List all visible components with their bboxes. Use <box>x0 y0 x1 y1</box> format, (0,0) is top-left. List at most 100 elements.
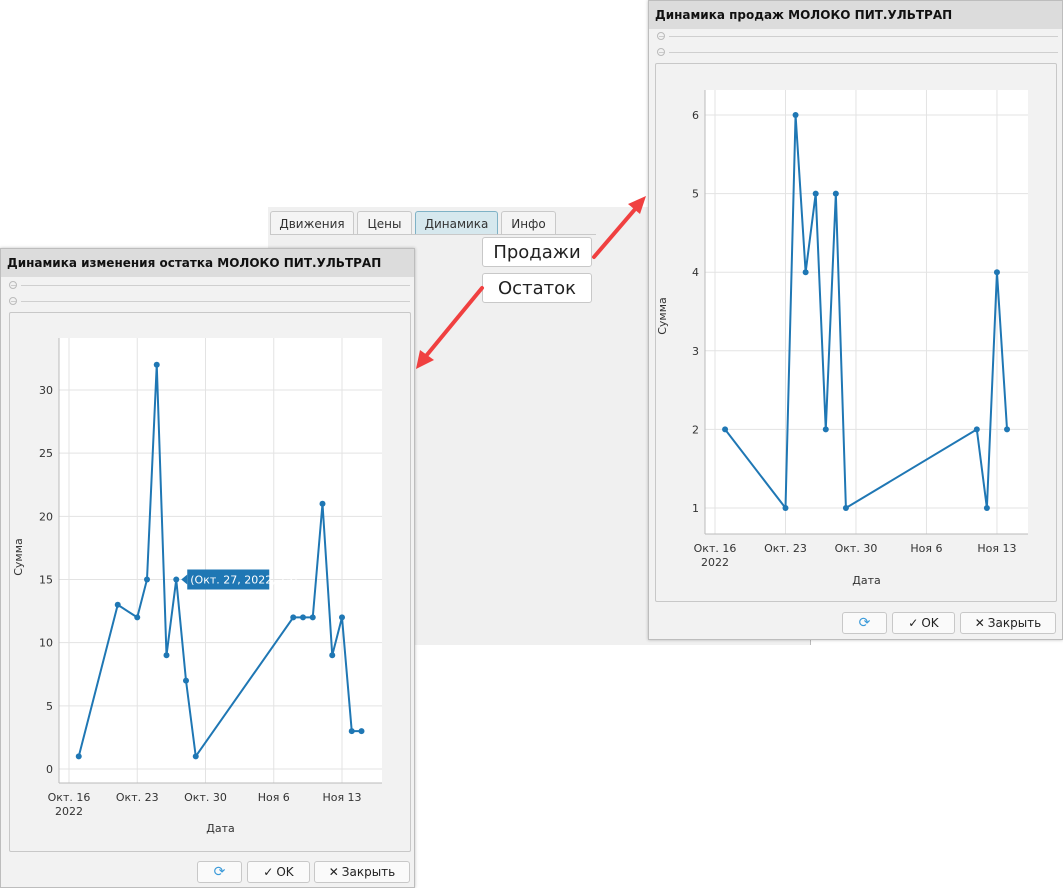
collapse-icon[interactable]: − <box>657 32 665 41</box>
y-tick-label: 6 <box>692 109 699 122</box>
data-point <box>319 500 326 507</box>
data-tooltip: (Окт. 27, 2022, 15) <box>181 569 298 590</box>
data-point <box>842 505 849 511</box>
y-tick-label: 5 <box>46 700 53 713</box>
x-tick-label: Ноя 6 <box>910 542 942 555</box>
data-point <box>309 614 316 621</box>
x-tick-label: Окт. 23 <box>764 542 807 555</box>
y-axis-label: Сумма <box>12 538 25 576</box>
y-tick-label: 2 <box>692 423 699 436</box>
arrow-to-stock-chart <box>424 286 484 358</box>
collapsible-section[interactable]: − <box>657 31 1058 41</box>
x-year-label: 2022 <box>55 805 83 818</box>
y-tick-label: 0 <box>46 763 53 776</box>
y-axis-label: Сумма <box>656 297 669 335</box>
data-point <box>822 426 829 433</box>
x-tick-label: Ноя 13 <box>322 791 361 804</box>
collapse-icon[interactable]: − <box>657 48 665 57</box>
data-point <box>782 505 789 511</box>
stock-chart[interactable]: Окт. 16 Окт. 23 Окт. 30 Ноя 6 Ноя 13 2022 0 5 10… <box>8 311 409 850</box>
data-point <box>144 576 150 583</box>
refresh-button[interactable]: ⟳ <box>842 612 887 634</box>
collapsible-section[interactable]: − <box>657 47 1058 57</box>
tab-movements[interactable]: Движения <box>270 211 354 235</box>
data-point <box>300 614 306 621</box>
arrow-head <box>628 196 646 214</box>
y-tick-label: 3 <box>692 345 699 358</box>
check-icon: ✓ <box>908 616 919 630</box>
y-tick-label: 5 <box>692 188 699 201</box>
sales-chart[interactable]: Окт. 16 Окт. 23 Окт. 30 Ноя 6 Ноя 13 2022 1 2 3 4… <box>654 62 1056 600</box>
y-tick-label: 30 <box>39 384 53 397</box>
y-tick-label: 25 <box>39 447 53 460</box>
data-point <box>290 614 297 621</box>
data-point <box>348 728 355 735</box>
data-point <box>153 361 160 368</box>
data-point <box>192 753 199 760</box>
data-point <box>183 677 189 684</box>
series-line <box>724 114 1009 511</box>
collapse-icon[interactable]: − <box>9 281 17 290</box>
data-point <box>973 426 980 433</box>
data-point <box>812 190 819 197</box>
data-point <box>114 601 121 608</box>
x-tick-label: Окт. 16 <box>694 542 737 555</box>
window-title: Динамика изменения остатка МОЛОКО ПИТ.УЛ… <box>1 249 414 277</box>
arrow-to-sales-chart <box>592 206 638 259</box>
refresh-icon: ⟳ <box>858 615 871 631</box>
data-point <box>358 728 365 735</box>
data-point <box>1004 426 1011 433</box>
tooltip-text: (Окт. 27, 2022, 15) <box>190 574 297 587</box>
x-tick-label: Ноя 6 <box>258 791 290 804</box>
x-tick-label: Окт. 30 <box>835 542 878 555</box>
data-point <box>329 652 336 659</box>
refresh-icon: ⟳ <box>213 864 226 880</box>
tooltip-box <box>187 569 270 590</box>
data-point <box>832 190 839 197</box>
plot-area <box>59 338 382 783</box>
stock-button[interactable]: Остаток <box>482 273 592 303</box>
refresh-button[interactable]: ⟳ <box>197 861 242 883</box>
close-icon: ✕ <box>974 616 985 630</box>
close-button[interactable]: ✕ Закрыть <box>960 612 1056 634</box>
data-point <box>173 576 180 583</box>
data-point <box>339 614 345 621</box>
ok-button[interactable]: ✓ OK <box>247 861 310 883</box>
x-axis-label: Дата <box>206 822 234 835</box>
x-tick-label: Ноя 13 <box>977 542 1016 555</box>
tab-dynamics[interactable]: Динамика <box>415 211 498 235</box>
data-point <box>993 269 1000 276</box>
x-tick-label: Окт. 16 <box>48 791 91 804</box>
y-tick-label: 15 <box>39 574 53 587</box>
data-point <box>792 112 799 118</box>
tab-info[interactable]: Инфо <box>501 211 556 235</box>
y-tick-label: 20 <box>39 510 53 523</box>
plot-area <box>705 90 1028 534</box>
tab-divider <box>270 234 596 235</box>
close-button[interactable]: ✕ Закрыть <box>314 861 410 883</box>
y-tick-label: 4 <box>692 266 699 279</box>
collapsible-section[interactable]: − <box>9 280 410 290</box>
tab-prices[interactable]: Цены <box>357 211 412 235</box>
data-point <box>722 426 729 433</box>
arrow-head <box>416 350 434 369</box>
ok-button[interactable]: ✓ OK <box>892 612 955 634</box>
check-icon: ✓ <box>263 865 274 879</box>
data-point <box>983 505 990 511</box>
data-point <box>75 753 82 760</box>
sales-button[interactable]: Продажи <box>482 237 592 267</box>
x-tick-label: Окт. 30 <box>184 791 227 804</box>
close-icon: ✕ <box>328 865 339 879</box>
data-point <box>134 614 141 621</box>
x-tick-label: Окт. 23 <box>116 791 159 804</box>
tooltip-pointer <box>181 574 188 585</box>
x-axis-label: Дата <box>852 574 880 587</box>
collapsible-section[interactable]: − <box>9 296 410 306</box>
x-year-label: 2022 <box>701 556 729 569</box>
data-point <box>163 652 170 659</box>
data-point <box>802 269 809 276</box>
window-title: Динамика продаж МОЛОКО ПИТ.УЛЬТРАП <box>649 1 1062 29</box>
collapse-icon[interactable]: − <box>9 297 17 306</box>
y-tick-label: 1 <box>692 502 699 515</box>
